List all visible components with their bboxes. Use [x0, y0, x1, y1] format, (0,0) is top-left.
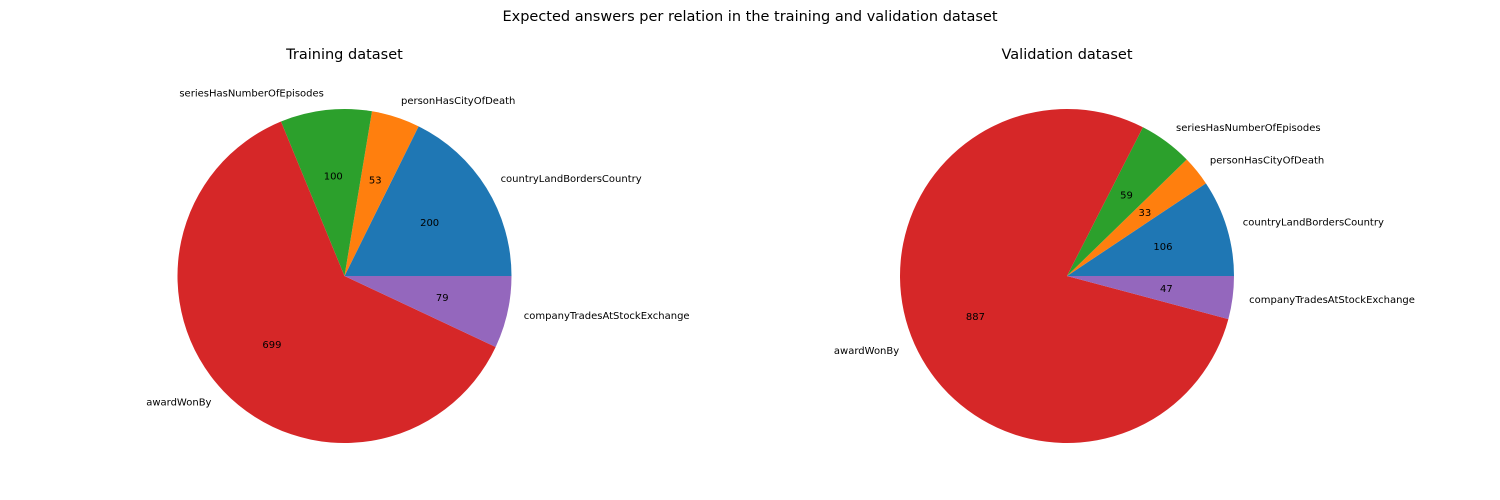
slice-label-validation-company-trades-at-stock-exchange: companyTradesAtStockExchange: [1249, 295, 1415, 306]
pie-title-validation: Validation dataset: [1001, 47, 1132, 63]
slice-label-validation-person-has-city-of-death: personHasCityOfDeath: [1210, 156, 1324, 167]
pie-slice-validation-series-has-number-of-episodes: [1067, 127, 1187, 277]
slice-label-validation-series-has-number-of-episodes: seriesHasNumberOfEpisodes: [1176, 123, 1321, 134]
slice-value-training-person-has-city-of-death: 53: [369, 176, 382, 187]
slice-value-validation-country-land-borders-country: 106: [1153, 242, 1172, 253]
pie-chart-training: Training dataset countryLandBordersCount…: [146, 47, 690, 444]
slice-label-validation-country-land-borders-country: countryLandBordersCountry: [1243, 218, 1384, 229]
slice-label-training-award-won-by: awardWonBy: [146, 398, 211, 409]
slice-label-training-company-trades-at-stock-exchange: companyTradesAtStockExchange: [524, 311, 690, 322]
pie-slice-training-award-won-by: [177, 121, 496, 444]
figure-suptitle: Expected answers per relation in the tra…: [502, 9, 997, 25]
slice-value-validation-award-won-by: 887: [966, 312, 985, 323]
pie-slice-training-country-land-borders-country: [344, 126, 512, 276]
slice-value-training-award-won-by: 699: [262, 340, 281, 351]
slice-value-training-company-trades-at-stock-exchange: 79: [436, 293, 449, 304]
slice-value-training-country-land-borders-country: 200: [420, 218, 439, 229]
pie-slice-validation-award-won-by: [900, 108, 1229, 443]
slice-value-validation-person-has-city-of-death: 33: [1139, 208, 1152, 219]
slice-label-training-series-has-number-of-episodes: seriesHasNumberOfEpisodes: [179, 88, 324, 99]
slice-value-validation-series-has-number-of-episodes: 59: [1120, 190, 1133, 201]
pie-slice-validation-person-has-city-of-death: [1067, 159, 1206, 276]
slice-label-training-person-has-city-of-death: personHasCityOfDeath: [401, 96, 515, 107]
slice-label-training-country-land-borders-country: countryLandBordersCountry: [501, 174, 642, 185]
pie-slice-validation-company-trades-at-stock-exchange: [1067, 276, 1234, 320]
pie-slice-validation-country-land-borders-country: [1067, 183, 1234, 276]
pie-slice-training-company-trades-at-stock-exchange: [344, 276, 512, 347]
pie-slice-training-person-has-city-of-death: [344, 111, 419, 276]
pie-chart-validation: Validation dataset countryLandBordersCou…: [834, 47, 1415, 443]
pie-title-training: Training dataset: [285, 47, 403, 63]
slice-label-validation-award-won-by: awardWonBy: [834, 346, 899, 357]
pie-slice-training-series-has-number-of-episodes: [280, 109, 372, 276]
slice-value-validation-company-trades-at-stock-exchange: 47: [1160, 284, 1173, 295]
slice-value-training-series-has-number-of-episodes: 100: [324, 171, 343, 182]
